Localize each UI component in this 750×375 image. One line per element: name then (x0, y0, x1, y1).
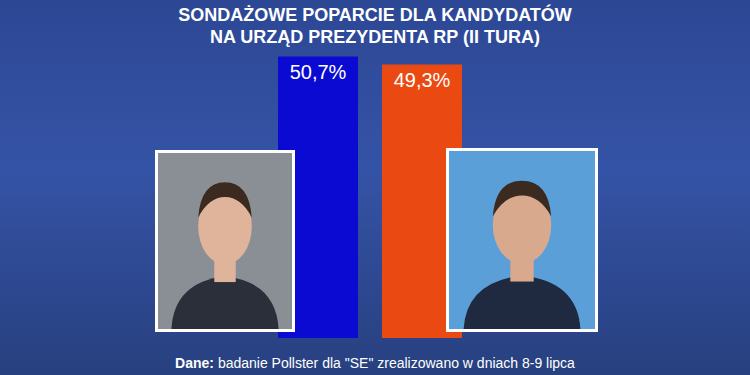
html-text:SONDAŻOWE POPARCIE DLA KANDYDA: SONDAŻOWE POPARCIE DLA KANDYDATÓW (178, 5, 572, 25)
html-text:NA URZĄD PREZYDENTA RP (II TUR: NA URZĄD PREZYDENTA RP (II TURA) (210, 27, 540, 47)
html-text:Dane: badanie Pollster dla "SE: Dane: badanie Pollster dla "SE" zrealizo… (175, 355, 575, 371)
svg-text:50,7%: 50,7% (290, 61, 347, 83)
svg-text:49,3%: 49,3% (394, 69, 451, 91)
